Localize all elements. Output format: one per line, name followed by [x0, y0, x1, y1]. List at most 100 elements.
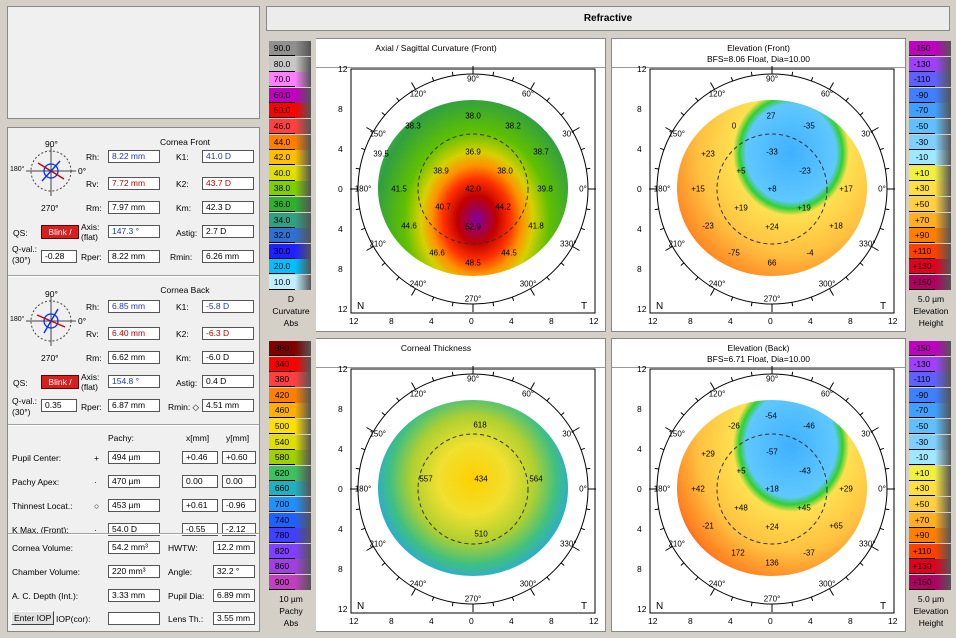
scale-swatch: [295, 150, 311, 166]
angle-label: 180°: [354, 184, 372, 194]
back-rmin-value: 4.51 mm: [202, 399, 254, 412]
map-value: 41.5: [391, 184, 407, 194]
back-dial-90: 90°: [45, 289, 58, 299]
scale-swatch: [935, 103, 951, 119]
elevation-back-color-scale[interactable]: -150 -130 -110 -90 -70 -50 -30 -10 +10 +30 +50 +70 +…: [906, 338, 956, 632]
map-value: 39.5: [373, 149, 389, 159]
scale-swatch: [935, 134, 951, 150]
scale-swatch: [935, 150, 951, 166]
map-title: Axial / Sagittal Curvature (Front): [375, 43, 497, 53]
angle-label: 240°: [708, 579, 726, 589]
map-value: 38.0: [465, 111, 481, 121]
x-tick-label: 12: [349, 616, 359, 626]
scale-cell: 32.0: [269, 228, 295, 244]
chamber-volume-label: Chamber Volume:: [12, 567, 81, 577]
y-tick-label: 12: [637, 304, 647, 314]
map-value: +5: [736, 166, 746, 176]
back-qval-label: Q-val.:: [12, 396, 38, 406]
angle-label: 60°: [521, 89, 535, 99]
scale-cell: 860: [269, 559, 295, 575]
elevation-front-color-scale[interactable]: -150 -130 -110 -90 -70 -50 -30 -10 +10 +30 +50 +70 +…: [906, 38, 956, 332]
enter-iop-button[interactable]: Enter IOP: [11, 611, 55, 625]
scale-cell: 10.0: [269, 275, 295, 290]
map-value: 38.7: [533, 147, 549, 157]
map-value: 38.9: [433, 166, 449, 176]
map-value: 46.6: [429, 248, 445, 258]
scale-cell: 42.0: [269, 150, 295, 166]
map-value: 0: [731, 121, 737, 131]
temporal-label: T: [581, 301, 588, 312]
cornea-volume-value: 54.2 mm³: [108, 541, 160, 554]
parameters-panel: 90° 0° 180° 270° Cornea Front Rh: 8.22 m…: [7, 127, 260, 632]
scale-cell: 500: [269, 419, 295, 434]
scale-cell: -150: [909, 341, 935, 356]
angle-label: Angle:: [168, 567, 193, 577]
map-value: +23: [701, 149, 715, 159]
title-divider: [612, 67, 905, 68]
front-dial-180: 180°: [10, 166, 25, 173]
elevation-front-map-panel[interactable]: Elevation (Front) BFS=8.06 Float, Dia=10.…: [611, 38, 906, 332]
map-value: 510: [474, 529, 488, 539]
scale-swatch: [935, 56, 951, 72]
front-qs-blink-button[interactable]: Blink /: [41, 225, 79, 239]
scale-cell: +50: [909, 497, 935, 512]
angle-label: 60°: [521, 389, 535, 399]
back-rh-label: Rh:: [86, 302, 100, 312]
angle-label: 30°: [562, 429, 575, 439]
pachy-row-pachy: 54.0 D: [108, 523, 160, 536]
y-tick-label: 12: [338, 304, 348, 314]
curvature-color-scale[interactable]: 90.0 80.0 70.0 60.0 50.0 46.0 44.0 42.0 40.0 38.0…: [266, 38, 316, 332]
scale-cell: -110: [909, 72, 935, 88]
pachy-row-x: +0.61: [182, 499, 218, 512]
angle-label: 330°: [858, 239, 876, 249]
back-qval-value: 0.35: [41, 399, 77, 412]
scale-swatch: [935, 575, 951, 590]
scale-cell: +30: [909, 481, 935, 497]
map-value: -35: [803, 121, 815, 131]
back-qs-blink-button[interactable]: Blink /: [41, 375, 79, 389]
front-qval-sub: (30°): [12, 255, 31, 265]
angle-label: 120°: [409, 389, 427, 399]
scale-cell: +70: [909, 212, 935, 228]
map-value: -57: [766, 447, 778, 457]
scale-unit: 5.0 µm: [917, 594, 945, 604]
scale-swatch: [935, 528, 951, 544]
elevation-back-map-panel[interactable]: Elevation (Back) BFS=6.71 Float, Dia=10.0…: [611, 338, 906, 632]
scale-cell: 44.0: [269, 134, 295, 150]
scale-cell: +70: [909, 512, 935, 528]
iop-field[interactable]: [108, 612, 160, 625]
front-rv-label: Rv:: [86, 179, 99, 189]
y-tick-label: 8: [338, 564, 343, 574]
scale-cell: 80.0: [269, 56, 295, 72]
y-tick-label: 12: [338, 364, 348, 374]
angle-label: 300°: [519, 279, 537, 289]
x-tick-label: 4: [728, 316, 733, 326]
pachy-color-scale[interactable]: 300 340 380 420 460 500 540 580 620 660 700 740 780 8…: [266, 338, 316, 632]
y-tick-label: 8: [637, 264, 642, 274]
thickness-map-panel[interactable]: Corneal Thickness 90° 60° 30° 0° 330° 300° 270°…: [266, 338, 606, 632]
back-dial-180: 180°: [10, 316, 25, 323]
divider: [8, 424, 259, 426]
scale-cell: +10: [909, 165, 935, 181]
front-k2-label: K2:: [176, 179, 189, 189]
curvature-map-panel[interactable]: Axial / Sagittal Curvature (Front) 90° 60°…: [266, 38, 606, 332]
pachy-row-y: +0.60: [222, 451, 256, 464]
scale-swatch: [935, 119, 951, 134]
angle-label: 330°: [559, 539, 577, 549]
map-value: -75: [728, 248, 740, 258]
front-axis-value: 147.3 °: [108, 225, 160, 238]
x-tick-label: 4: [728, 616, 733, 626]
x-tick-label: 0: [768, 316, 773, 326]
map-value: +19: [797, 203, 811, 213]
front-dial-270: 270°: [41, 203, 59, 213]
map-value: +15: [691, 184, 705, 194]
map-value: +45: [797, 503, 811, 513]
scale-cell: -10: [909, 150, 935, 166]
map-value: +8: [767, 184, 777, 194]
scale-swatch: [295, 434, 311, 450]
scale-cell: 38.0: [269, 181, 295, 197]
scale-swatch: [295, 450, 311, 466]
scale-cell: 20.0: [269, 259, 295, 275]
map-value: 434: [474, 474, 488, 484]
angle-label: 150°: [369, 129, 387, 139]
